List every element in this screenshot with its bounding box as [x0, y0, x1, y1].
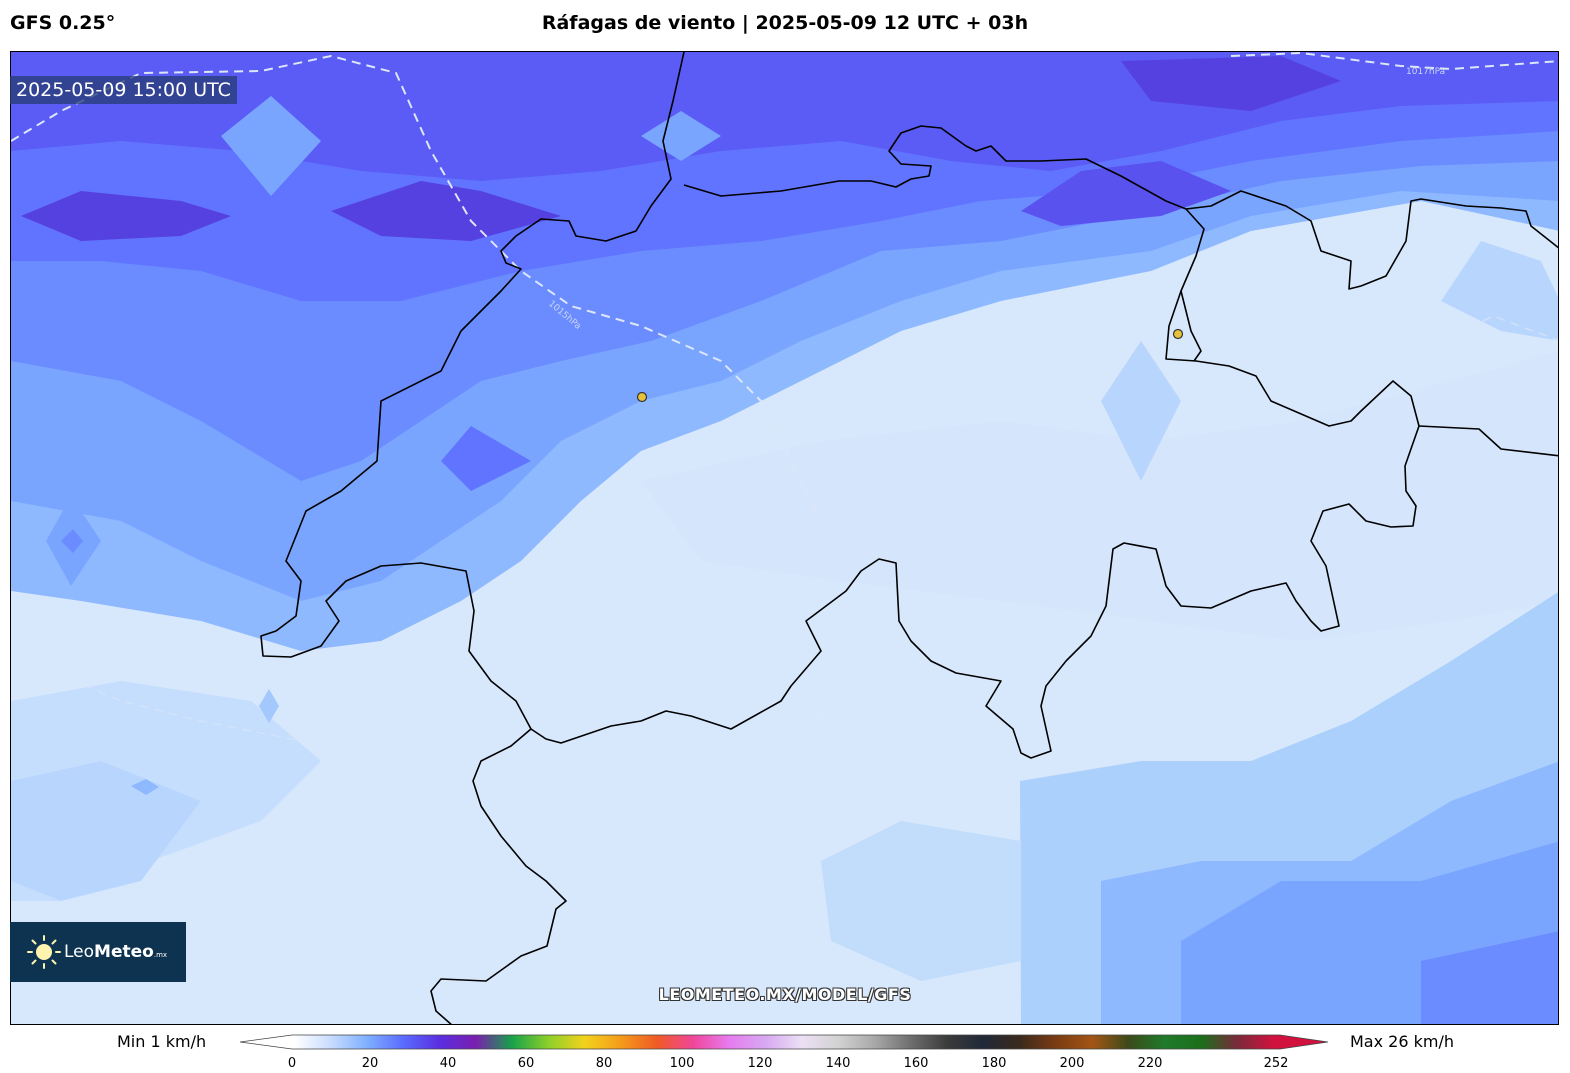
- sun-icon: [27, 935, 61, 969]
- country-borders: [260, 52, 1558, 1024]
- valid-time-badge: 2025-05-09 15:00 UTC: [10, 76, 237, 104]
- colorbar-tick-label: 120: [747, 1056, 773, 1071]
- city-marker[interactable]: [636, 391, 648, 403]
- isobar-label-1017: 1017hPa: [1406, 67, 1445, 77]
- colorbar-tick-label: 0: [287, 1056, 297, 1071]
- city-marker[interactable]: [1172, 328, 1184, 340]
- wind-gust-map: 1015hPa 1017hPa: [11, 52, 1558, 1024]
- colorbar-tick-label: 140: [825, 1056, 851, 1071]
- colorbar-tick-label: 60: [517, 1056, 535, 1071]
- chart-title: Ráfagas de viento | 2025-05-09 12 UTC + …: [541, 12, 1029, 34]
- leometeo-logo: LeoMeteo.mx: [10, 922, 186, 982]
- logo-text: LeoMeteo.mx: [64, 942, 168, 962]
- colorbar-tick-label: 160: [903, 1056, 929, 1071]
- colorbar-tick-label: 40: [439, 1056, 457, 1071]
- model-label: GFS 0.25°: [10, 12, 116, 34]
- isobar-lines: [11, 52, 1558, 982]
- colorbar-max-label: Max 26 km/h: [1350, 1032, 1454, 1051]
- colorbar-tick-label: 220: [1137, 1056, 1163, 1071]
- colorbar-tick-label: 100: [669, 1056, 695, 1071]
- colorbar-tick-label: 180: [981, 1056, 1007, 1071]
- colorbar-tick-label: 80: [595, 1056, 613, 1071]
- colorbar-tick-label: 200: [1059, 1056, 1085, 1071]
- watermark-url: LEOMETEO.MX/MODEL/GFS: [658, 985, 912, 1004]
- colorbar-min-label: Min 1 km/h: [117, 1032, 207, 1051]
- colorbar-tick-label: 252: [1263, 1056, 1289, 1071]
- map-area[interactable]: 1015hPa 1017hPa: [10, 51, 1559, 1025]
- wind-gust-colorbar: [240, 1034, 1329, 1050]
- colorbar-tick-label: 20: [361, 1056, 379, 1071]
- gust-fill-layer: [11, 52, 1558, 1024]
